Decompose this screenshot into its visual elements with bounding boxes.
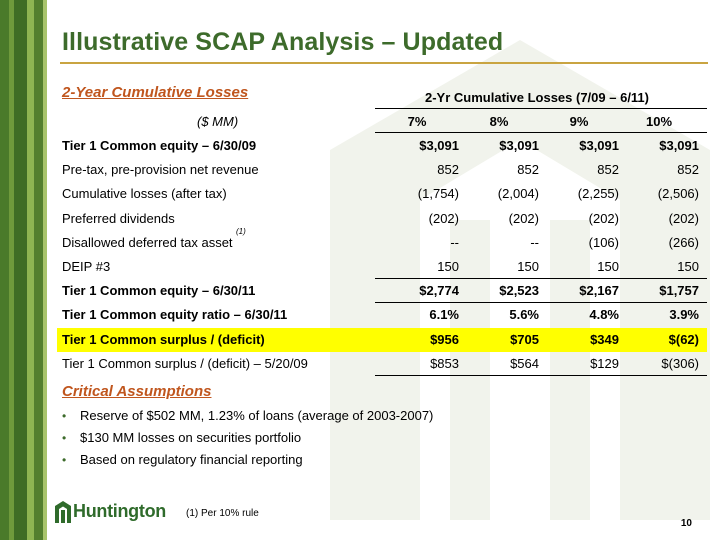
logo-mark-icon [55,501,71,523]
list-item: • $130 MM losses on securities portfolio [62,427,433,449]
table-cell: (202) [588,210,619,226]
bullet-icon: • [62,453,67,467]
table-cell: $(306) [661,355,699,371]
table-cell: 150 [517,259,539,274]
row-rule [375,302,707,304]
row-label: Disallowed deferred tax asset [62,234,233,250]
table-cell: $(62) [668,331,699,347]
list-item: • Reserve of $502 MM, 1.23% of loans (ave… [62,405,433,427]
table-cell: (2,506) [657,186,699,202]
list-item: • Based on regulatory financial reporting [62,449,433,471]
table-row: Tier 1 Common surplus / (deficit) $956 $70… [57,327,707,352]
units-label: ($ MM) [197,114,239,129]
column-header: 7% [407,114,427,129]
row-label: Pre-tax, pre-provision net revenue [62,162,259,178]
table-cell: $853 [430,355,459,371]
column-header-row: ($ MM) 7% 8% 9% 10% [57,110,707,134]
table-cell: 852 [437,162,459,178]
bullet-icon: • [62,409,67,423]
row-label: Preferred dividends [62,210,175,226]
table-row: Disallowed deferred tax asset (1) -- -- (106… [57,227,707,255]
table-cell: 150 [597,259,619,274]
bullet-icon: • [62,431,67,445]
watermark-logo [330,40,710,520]
row-label: Tier 1 Common equity – 6/30/09 [62,138,257,153]
page-number: 10 [680,518,692,529]
table-cell: $956 [430,331,459,347]
table-cell: $564 [510,355,539,371]
column-header-rule [375,132,707,133]
table-row: DEIP #3 150 150 150 150 [57,255,707,279]
row-label: Cumulative losses (after tax) [62,186,227,202]
page-title: Illustrative SCAP Analysis – Updated [62,28,504,56]
table-cell: (202) [428,210,459,226]
footnote: (1) Per 10% rule [186,508,259,519]
table-cell: $2,523 [499,283,539,299]
row-label: Tier 1 Common equity – 6/30/11 [62,283,256,299]
table-cell: -- [450,234,459,250]
table-cell: $3,091 [659,138,699,153]
row-label: DEIP #3 [62,259,111,274]
left-stripes [0,0,50,540]
table-cell: $3,091 [419,138,459,153]
table-cell: (2,004) [497,186,539,202]
column-header: 10% [645,114,673,129]
column-header: 8% [489,114,509,129]
table-cell: 150 [677,259,699,274]
table-cell: $3,091 [499,138,539,153]
table-cell: $2,167 [579,283,619,299]
row-label: Tier 1 Common surplus / (deficit) – 5/20… [62,355,308,371]
assumptions-list: • Reserve of $502 MM, 1.23% of loans (ave… [62,405,433,471]
table-cell: 852 [597,162,619,178]
table-cell: (1,754) [417,186,459,202]
table-cell: (202) [508,210,539,226]
table-row: Preferred dividends (202) (202) (202) (202) [57,207,707,231]
row-rule [375,375,707,376]
table-cell: 150 [437,259,459,274]
table-cell: 3.9% [669,307,699,323]
section-heading-losses: 2-Year Cumulative Losses [62,84,249,101]
row-label: Tier 1 Common surplus / (deficit) [62,331,265,347]
column-header: 9% [569,114,589,129]
section-heading-assumptions: Critical Assumptions [62,383,212,400]
table-cell: (106) [588,234,619,250]
row-label: Tier 1 Common equity ratio – 6/30/11 [62,307,288,323]
table-row: Tier 1 Common surplus / (deficit) – 5/20… [57,352,707,376]
table-row: Pre-tax, pre-provision net revenue 852 852… [57,158,707,182]
table-cell: $3,091 [579,138,619,153]
group-header: 2-Yr Cumulative Losses (7/09 – 6/11) [425,90,649,105]
table-cell: 4.8% [589,307,619,323]
group-header-rule [375,108,707,109]
table-cell: $129 [590,355,619,371]
table-cell: $2,774 [419,283,459,299]
footnote-ref: (1) [236,226,246,236]
table-cell: $705 [510,331,539,347]
table-row: Tier 1 Common equity – 6/30/09 $3,091 $3,0… [57,134,707,158]
table-row: Cumulative losses (after tax) (1,754) (2,0… [57,182,707,206]
table-cell: $1,757 [659,283,699,299]
table-cell: 852 [517,162,539,178]
table-row: Tier 1 Common equity ratio – 6/30/11 6.1%… [57,303,707,327]
row-rule [375,278,707,280]
table-cell: 6.1% [429,307,459,323]
logo-text: Huntington [73,501,166,521]
table-cell: (202) [668,210,699,226]
table-cell: -- [530,234,539,250]
table-cell: 852 [677,162,699,178]
table-cell: 5.6% [509,307,539,323]
title-rule [60,62,708,64]
group-header-row: 2-Yr Cumulative Losses (7/09 – 6/11) [57,86,707,110]
table-cell: $349 [590,331,619,347]
table-cell: (2,255) [577,186,619,202]
table-cell: (266) [668,234,699,250]
table-row: Tier 1 Common equity – 6/30/11 $2,774 $2,5… [57,279,707,303]
